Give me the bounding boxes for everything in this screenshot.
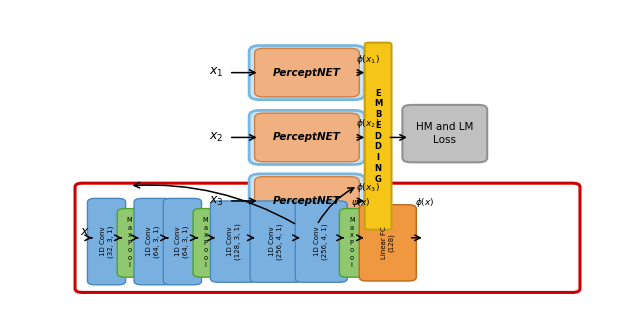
Text: PerceptNET: PerceptNET [273, 132, 341, 143]
FancyBboxPatch shape [163, 198, 202, 285]
Text: 1D Conv
(32, 3, 1): 1D Conv (32, 3, 1) [100, 225, 113, 258]
Text: 1D Conv
(256, 4, 1): 1D Conv (256, 4, 1) [314, 223, 328, 260]
Text: M
a
x
P
o
o
l: M a x P o o l [203, 217, 208, 268]
FancyBboxPatch shape [134, 198, 172, 285]
FancyBboxPatch shape [255, 49, 359, 97]
Text: 1D Conv
(64, 3, 1): 1D Conv (64, 3, 1) [146, 225, 160, 258]
FancyBboxPatch shape [193, 209, 218, 277]
FancyBboxPatch shape [117, 209, 142, 277]
FancyBboxPatch shape [359, 205, 416, 281]
Text: 1D Conv
(256, 4, 1): 1D Conv (256, 4, 1) [269, 223, 283, 260]
FancyBboxPatch shape [255, 113, 359, 162]
FancyBboxPatch shape [211, 201, 257, 282]
FancyBboxPatch shape [250, 201, 302, 282]
FancyBboxPatch shape [295, 201, 348, 282]
Text: $\phi(x_2)$: $\phi(x_2)$ [356, 117, 380, 130]
Text: $\mathit{x}$: $\mathit{x}$ [80, 225, 90, 238]
Text: $\phi(x_3)$: $\phi(x_3)$ [356, 181, 380, 194]
FancyBboxPatch shape [249, 46, 365, 100]
Text: $\phi(x)$: $\phi(x)$ [415, 196, 435, 209]
FancyBboxPatch shape [249, 174, 365, 228]
Text: M
a
x
P
o
o
l: M a x P o o l [127, 217, 132, 268]
Text: $\psi(x)$: $\psi(x)$ [351, 196, 371, 209]
FancyBboxPatch shape [339, 209, 364, 277]
Text: 1D Conv
(128, 3, 1): 1D Conv (128, 3, 1) [227, 223, 241, 260]
Text: $\mathit{x}_3$: $\mathit{x}_3$ [209, 194, 224, 208]
Text: PerceptNET: PerceptNET [273, 68, 341, 78]
Text: $\mathit{x}_2$: $\mathit{x}_2$ [209, 131, 223, 144]
Text: PerceptNET: PerceptNET [273, 196, 341, 206]
Text: Linear FC
(128): Linear FC (128) [381, 226, 395, 259]
Text: M
a
x
P
o
o
l: M a x P o o l [349, 217, 355, 268]
FancyBboxPatch shape [255, 177, 359, 225]
FancyBboxPatch shape [88, 198, 125, 285]
Text: 1D Conv
(64, 3, 1): 1D Conv (64, 3, 1) [175, 225, 189, 258]
Text: $\phi(x_1)$: $\phi(x_1)$ [356, 52, 380, 66]
Text: HM and LM
Loss: HM and LM Loss [416, 122, 474, 145]
FancyBboxPatch shape [75, 183, 580, 292]
Text: E
M
B
E
D
D
I
N
G: E M B E D D I N G [374, 89, 382, 184]
FancyBboxPatch shape [249, 110, 365, 164]
FancyBboxPatch shape [403, 105, 487, 162]
Text: $\mathit{x}_1$: $\mathit{x}_1$ [209, 66, 223, 79]
FancyBboxPatch shape [365, 43, 392, 230]
